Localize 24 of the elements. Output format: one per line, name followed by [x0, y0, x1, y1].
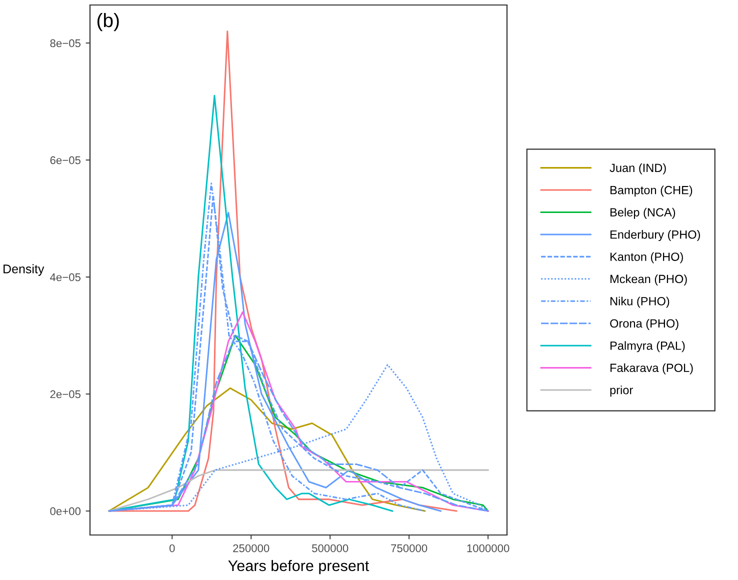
legend-label: Palmyra (PAL) [610, 341, 685, 352]
y-tick-label: 4e−05 [50, 273, 81, 282]
legend-label: Fakarava (POL) [610, 363, 693, 374]
x-tick-label: 500000 [312, 544, 348, 552]
y-tick-label: 6e−05 [50, 156, 81, 164]
y-axis-title: Density [4, 264, 44, 276]
legend-label: Enderbury (PHO) [610, 230, 700, 242]
x-axis-title: Years before present [228, 560, 370, 574]
legend-label: Juan (IND) [610, 163, 666, 174]
chart-title: (b) [97, 12, 119, 32]
x-tick-label: 750000 [391, 544, 428, 552]
x-tick-label: 250000 [233, 544, 270, 552]
legend-label: Bampton (CHE) [610, 186, 692, 197]
legend-label: Niku (PHO) [610, 296, 670, 308]
legend-label: Mckean (PHO) [610, 274, 687, 286]
x-tick-label: 1000000 [467, 544, 510, 552]
legend-label: Belep (NCA) [610, 208, 676, 219]
legend-label: Orona (PHO) [610, 318, 678, 330]
legend-label: Kanton (PHO) [610, 252, 683, 264]
y-tick-label: 0e+00 [50, 507, 81, 516]
y-tick-label: 8e−05 [50, 39, 81, 48]
y-tick-label: 2e−05 [50, 390, 81, 398]
x-tick-label: 0 [169, 544, 175, 552]
legend-label: prior [610, 386, 633, 397]
